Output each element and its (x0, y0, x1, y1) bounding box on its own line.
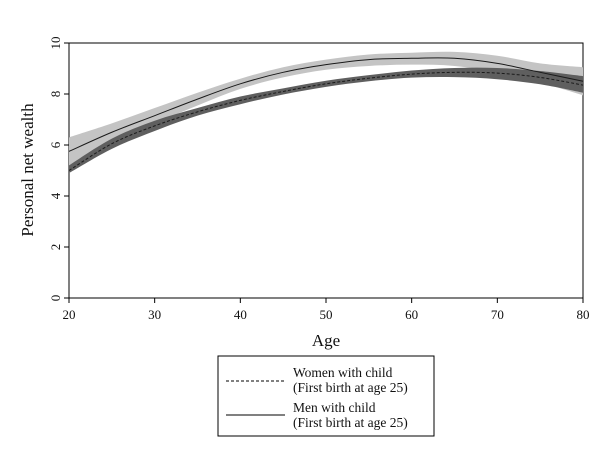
x-tick-label-30: 30 (148, 307, 161, 322)
y-tick-label-4: 4 (48, 192, 63, 199)
x-tick-label-80: 80 (577, 307, 590, 322)
y-axis: 0 2 4 6 8 10 (48, 37, 69, 302)
x-tick-label-50: 50 (320, 307, 333, 322)
x-tick-label-70: 70 (491, 307, 504, 322)
legend-sublabel-women: (First birth at age 25) (293, 380, 408, 395)
series-line-men (68, 57, 584, 152)
x-tick-label-40: 40 (234, 307, 247, 322)
legend-label-men: Men with child (293, 400, 376, 415)
y-axis-title: Personal net wealth (18, 103, 37, 237)
confidence-bands (69, 51, 583, 174)
series-lines (68, 57, 584, 171)
x-tick-label-20: 20 (63, 307, 76, 322)
y-tick-label-8: 8 (48, 91, 63, 98)
y-tick-label-6: 6 (48, 141, 63, 148)
y-tick-label-0: 0 (48, 295, 63, 302)
series-line-women (68, 71, 584, 171)
legend: Women with child (First birth at age 25)… (217, 355, 435, 437)
legend-box (217, 355, 435, 437)
x-axis: 20 30 40 50 60 70 80 (63, 298, 590, 322)
legend-label-women: Women with child (293, 365, 393, 380)
x-tick-label-60: 60 (405, 307, 418, 322)
x-axis-title: Age (312, 331, 340, 350)
y-tick-label-2: 2 (48, 244, 63, 251)
legend-sublabel-men: (First birth at age 25) (293, 415, 408, 430)
y-tick-label-10: 10 (48, 37, 63, 50)
ci-band-women (69, 67, 583, 174)
